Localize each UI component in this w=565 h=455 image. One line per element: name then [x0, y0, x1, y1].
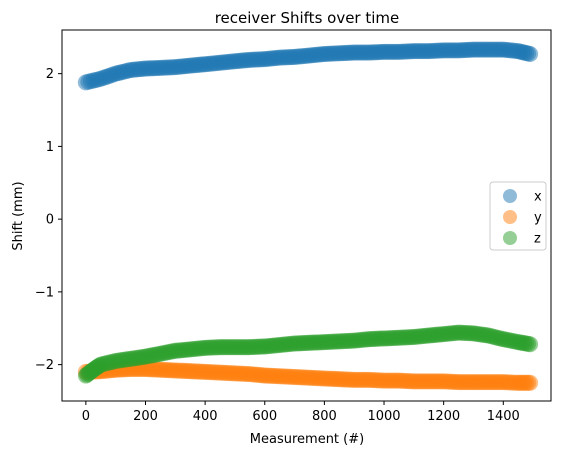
x-tick-label: 1400 [487, 409, 520, 424]
y-tick-label: 1 [46, 140, 54, 155]
y-tick-label: 2 [46, 67, 54, 82]
x-axis: 0 200 400 600 800 1000 1200 1400 [82, 401, 520, 424]
series-z [77, 324, 539, 384]
x-tick-label: 1200 [427, 409, 460, 424]
y-axis: −2 −1 0 1 2 [35, 67, 62, 373]
points-layer [77, 41, 539, 391]
x-tick-label: 1000 [367, 409, 400, 424]
x-axis-title: Measurement (#) [250, 432, 364, 447]
y-tick-label: −1 [35, 285, 54, 300]
x-tick-label: 400 [193, 409, 218, 424]
x-tick-label: 200 [133, 409, 158, 424]
legend-marker [503, 189, 517, 203]
legend-label-x: x [534, 190, 542, 205]
series-y [77, 360, 539, 391]
legend-label-y: y [534, 211, 542, 226]
x-tick-label: 0 [82, 409, 90, 424]
legend-label-z: z [534, 232, 541, 247]
series-x [77, 41, 539, 91]
y-tick-label: −2 [35, 358, 54, 373]
y-axis-title: Shift (mm) [11, 181, 26, 250]
data-point [522, 46, 539, 63]
y-tick-label: 0 [46, 213, 54, 228]
legend-marker [503, 231, 517, 245]
x-tick-label: 600 [252, 409, 277, 424]
legend-marker [503, 210, 517, 224]
data-point [522, 374, 539, 391]
legend: xyz [489, 181, 547, 251]
chart-title: receiver Shifts over time [215, 9, 400, 27]
data-point [522, 336, 539, 353]
plot-frame [61, 29, 552, 402]
x-tick-label: 800 [312, 409, 337, 424]
